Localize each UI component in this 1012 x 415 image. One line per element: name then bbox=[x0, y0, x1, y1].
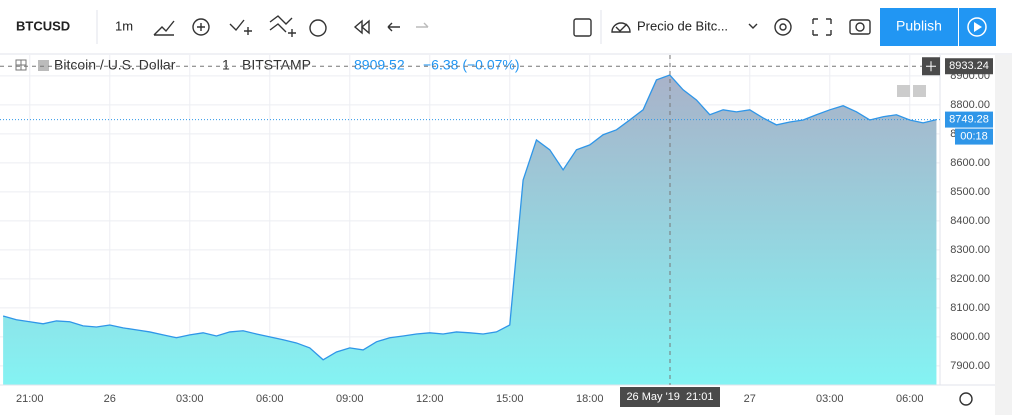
x-tick-label: 21:00 bbox=[16, 393, 44, 405]
crosshair-price-label: 8933.24 bbox=[949, 60, 989, 72]
replay-icon[interactable] bbox=[353, 19, 370, 35]
publish-button[interactable] bbox=[880, 8, 958, 46]
plus bbox=[16, 60, 26, 70]
x-tick-label: 18:00 bbox=[576, 393, 604, 405]
crosshair-price-badge bbox=[945, 58, 993, 75]
crosshair-time-label: 26 May '19 21:01 bbox=[626, 391, 713, 403]
undo-icon[interactable] bbox=[387, 22, 400, 32]
crosshair-time-badge bbox=[620, 387, 720, 407]
legend-price: 8909.52 bbox=[354, 57, 405, 73]
countdown-label: 00:18 bbox=[960, 130, 988, 142]
chart-type-icon[interactable] bbox=[153, 20, 175, 36]
symbol-logo bbox=[38, 60, 49, 71]
x-tick-label: 06:00 bbox=[256, 393, 284, 405]
legend-interval: 1 bbox=[222, 57, 230, 73]
fullscreen-icon[interactable] bbox=[812, 18, 832, 36]
y-tick-label: 8500.00 bbox=[950, 186, 990, 198]
redo-icon[interactable] bbox=[416, 22, 429, 28]
price-line bbox=[2, 74, 937, 361]
snapshot-icon[interactable] bbox=[849, 19, 871, 35]
x-tick-label: 03:00 bbox=[176, 393, 204, 405]
last-price-badge bbox=[945, 111, 993, 128]
publish-label[interactable]: Publish bbox=[896, 18, 942, 34]
toolbar bbox=[0, 0, 1012, 54]
lens bbox=[855, 22, 865, 32]
last-price-label: 8749.28 bbox=[949, 113, 989, 125]
plus bbox=[926, 61, 936, 72]
x-tick-label: 06:00 bbox=[896, 393, 924, 405]
indicator-icon[interactable] bbox=[192, 18, 210, 36]
alert-icon[interactable] bbox=[309, 19, 327, 37]
plus bbox=[197, 23, 205, 31]
legend-change: −6.38 (−0.07%) bbox=[423, 57, 520, 73]
x-tick-label: 15:00 bbox=[496, 393, 524, 405]
layout-name[interactable]: Precio de Bitc... bbox=[637, 18, 728, 33]
interval[interactable]: 1m bbox=[115, 18, 133, 33]
settings-icon[interactable] bbox=[774, 18, 792, 36]
symbol[interactable]: BTCUSD bbox=[16, 18, 70, 33]
side-panel bbox=[995, 55, 1012, 415]
compare-icon[interactable] bbox=[269, 15, 296, 37]
scroll-button[interactable] bbox=[897, 85, 910, 97]
dropdown-icon[interactable] bbox=[748, 23, 758, 29]
area-fill bbox=[3, 75, 937, 385]
x-tick-label: 26 bbox=[104, 393, 116, 405]
layout-icon[interactable] bbox=[573, 18, 592, 37]
play-arrow bbox=[974, 22, 982, 32]
y-tick-label: 7900.00 bbox=[950, 360, 990, 372]
legend-exchange: BITSTAMP bbox=[242, 57, 311, 73]
axis-settings-icon[interactable] bbox=[959, 392, 973, 406]
legend-name: Bitcoin / U.S. Dollar bbox=[54, 57, 176, 73]
x-tick-label: 27 bbox=[744, 393, 756, 405]
y-tick-label: 8400.00 bbox=[950, 215, 990, 227]
cloud-icon bbox=[611, 22, 631, 33]
y-tick-label: 8000.00 bbox=[950, 331, 990, 343]
y-tick-label: 8800.00 bbox=[950, 99, 990, 111]
y-tick-label: 8100.00 bbox=[950, 302, 990, 314]
y-tick-label: 8200.00 bbox=[950, 273, 990, 285]
scroll-button[interactable] bbox=[913, 85, 926, 97]
y-tick-label: 8300.00 bbox=[950, 244, 990, 256]
y-tick-label: 8600.00 bbox=[950, 157, 990, 169]
x-tick-label: 12:00 bbox=[416, 393, 444, 405]
play-circle bbox=[967, 17, 987, 37]
settings-center bbox=[779, 23, 787, 31]
indicators-icon[interactable] bbox=[229, 19, 252, 35]
x-tick-label: 03:00 bbox=[816, 393, 844, 405]
countdown-badge bbox=[955, 128, 993, 145]
x-tick-label: 09:00 bbox=[336, 393, 364, 405]
